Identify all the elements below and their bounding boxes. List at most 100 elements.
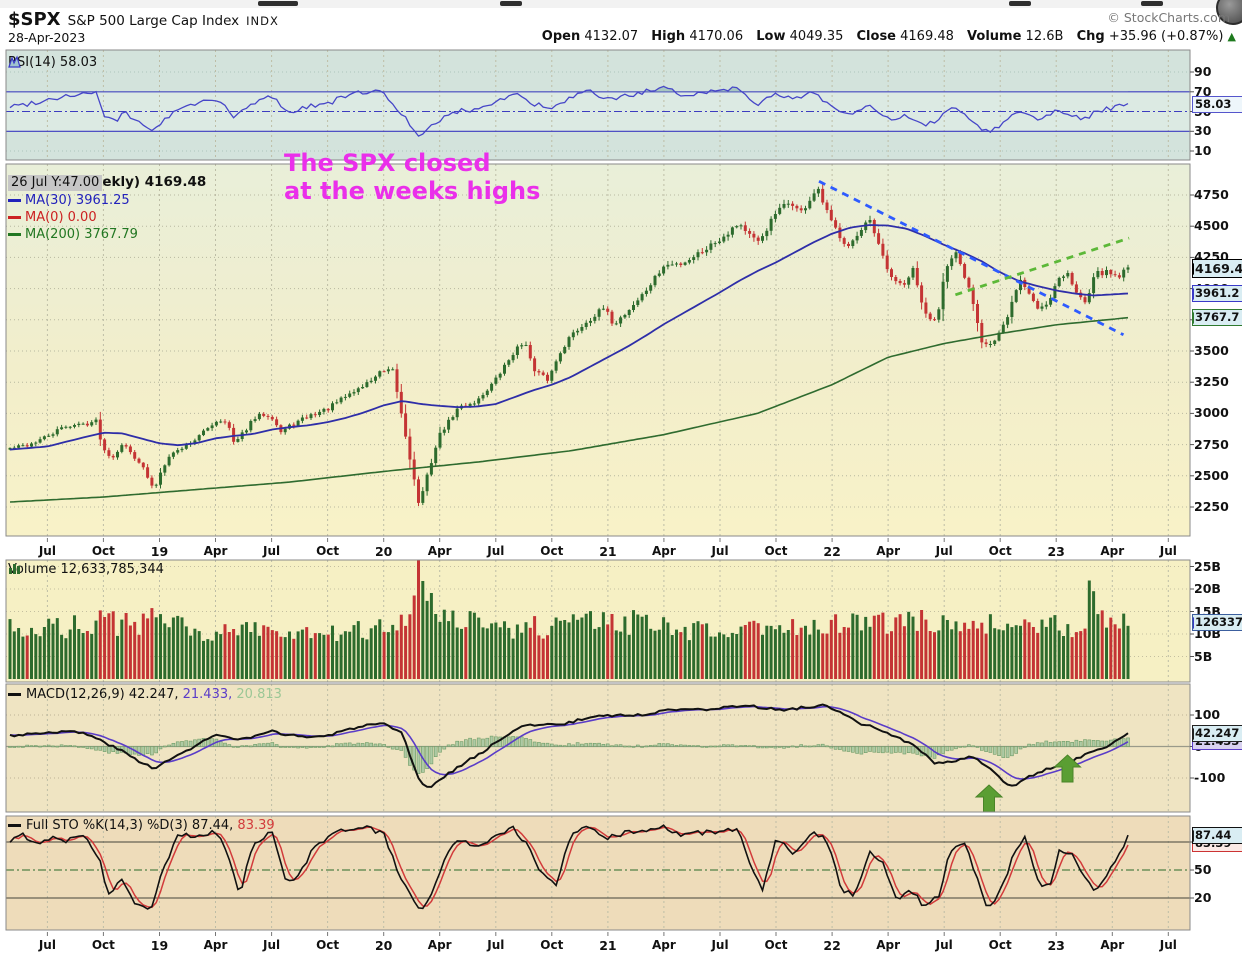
date-axis-label: Jul bbox=[263, 544, 281, 558]
axis-tick-label: 3000 bbox=[1194, 405, 1229, 421]
axis-tick-label: 10 bbox=[1194, 143, 1212, 158]
axis-tick-label: 5B bbox=[1194, 648, 1213, 664]
open-label: Open bbox=[541, 29, 581, 44]
axis-tick-label: 90 bbox=[1194, 64, 1212, 79]
scrollbar-thumb-fragment[interactable] bbox=[1141, 1, 1163, 6]
browser-scrollbar-fragment[interactable] bbox=[0, 0, 1242, 8]
low-value: 4049.35 bbox=[789, 29, 844, 44]
date-axis-label: 23 bbox=[1047, 544, 1065, 559]
macd-histogram bbox=[8, 735, 1130, 775]
volume-bars bbox=[8, 560, 1130, 679]
sto-legend: Full STO %K(14,3) %D(3) 87.44, 83.39 bbox=[8, 818, 275, 833]
close-value: 4169.48 bbox=[900, 29, 954, 44]
sto-line-swatch bbox=[8, 824, 21, 827]
date-axis-label: Apr bbox=[1100, 544, 1125, 558]
copyright: © StockCharts.com bbox=[1107, 10, 1230, 25]
axis-tick-label: 4750 bbox=[1194, 187, 1229, 202]
date-axis-label: 22 bbox=[823, 544, 841, 559]
date-axis-label: 21 bbox=[599, 544, 617, 559]
chg-value: +35.96 (+0.87%) bbox=[1108, 29, 1224, 44]
ma0-label: MA(0) 0.00 bbox=[25, 210, 97, 225]
scrollbar-thumb-fragment[interactable] bbox=[1009, 1, 1031, 6]
date-axis-label: Jul bbox=[38, 544, 56, 558]
axis-tick-label: 50 bbox=[1194, 862, 1212, 877]
annotation-line2: at the weeks highs bbox=[284, 177, 541, 205]
annotation-line1: The SPX closed bbox=[284, 149, 491, 177]
axis-tick-label: 20B bbox=[1194, 581, 1221, 596]
date-axis-label: Oct bbox=[988, 544, 1012, 558]
date-axis-label: Oct bbox=[988, 938, 1012, 952]
quote-bar: Open 4132.07 High 4170.06 Low 4049.35 Cl… bbox=[533, 29, 1236, 44]
date-axis-label: Jul bbox=[263, 938, 281, 952]
date-axis-label: 22 bbox=[823, 938, 841, 953]
date-axis-label: 20 bbox=[374, 938, 393, 953]
date-axis-label: Jul bbox=[711, 938, 729, 952]
open-value: 4132.07 bbox=[584, 29, 639, 44]
macd-legend-main: MACD(12,26,9) 42.247, bbox=[26, 687, 179, 702]
date-axis-label: Apr bbox=[427, 938, 452, 952]
last-price-box: 4169.4 bbox=[1192, 259, 1242, 278]
volume-value: 12.6B bbox=[1025, 29, 1064, 44]
scrollbar-thumb-fragment[interactable] bbox=[258, 1, 298, 6]
date-axis-label: Oct bbox=[91, 544, 115, 558]
date-axis-label: Apr bbox=[427, 544, 452, 558]
symbol-name: S&P 500 Large Cap Index bbox=[67, 13, 240, 29]
date-axis-label: 23 bbox=[1047, 938, 1065, 953]
date-axis-label: Apr bbox=[203, 938, 228, 952]
axis-tick-label: 4500 bbox=[1194, 218, 1229, 234]
date-axis-label: Oct bbox=[316, 544, 340, 558]
axis-tick-label: 2250 bbox=[1194, 498, 1229, 514]
axis-tick-label: 3500 bbox=[1194, 342, 1229, 358]
axis-tick-label: 30 bbox=[1194, 123, 1212, 139]
date-axis-label: Jul bbox=[935, 544, 953, 558]
date-axis-label: Oct bbox=[540, 938, 564, 952]
rsi-value-box: 58.03 bbox=[1192, 96, 1242, 113]
date-axis-label: Jul bbox=[711, 544, 729, 558]
date-axis-label: Oct bbox=[91, 938, 115, 952]
axis-tick-label: 2500 bbox=[1194, 467, 1229, 483]
date-axis-label: Apr bbox=[876, 544, 900, 558]
ma30-swatch bbox=[8, 199, 21, 202]
candles bbox=[8, 183, 1130, 506]
volume-label: Volume bbox=[967, 29, 1022, 44]
date-axis-label: Jul bbox=[1159, 544, 1177, 558]
axis-tick-label: 100 bbox=[1194, 707, 1221, 722]
symbol: $SPX bbox=[8, 9, 61, 30]
exchange-label: INDX bbox=[246, 14, 279, 28]
date-axis-label: 21 bbox=[599, 938, 617, 953]
axis-tick-label: 25B bbox=[1194, 558, 1221, 574]
macd-legend-signal: 21.433, bbox=[182, 687, 233, 702]
date-axis-label: Jul bbox=[935, 938, 953, 952]
ma200-value-box: 3767.7 bbox=[1192, 309, 1242, 326]
macd-legend-hist: 20.813 bbox=[236, 687, 282, 702]
date-axis-label: Apr bbox=[651, 544, 676, 558]
green-up-arrow bbox=[1053, 754, 1082, 783]
high-value: 4170.06 bbox=[689, 29, 744, 44]
date-axis-label: 20 bbox=[374, 544, 393, 559]
chart-date: 28-Apr-2023 bbox=[8, 30, 86, 45]
date-axis-label: Oct bbox=[316, 938, 340, 952]
low-label: Low bbox=[756, 29, 786, 44]
date-axis-label: Apr bbox=[651, 938, 676, 952]
user-annotation-text: The SPX closed at the weeks highs bbox=[284, 149, 540, 205]
macd-legend: MACD(12,26,9) 42.247, 21.433, 20.813 bbox=[8, 687, 282, 702]
date-axis-label: Jul bbox=[487, 544, 505, 558]
volume-value-box: 126337 bbox=[1192, 614, 1242, 631]
date-axis-label: 19 bbox=[150, 938, 169, 953]
ma200-swatch bbox=[8, 233, 21, 236]
date-axis-label: Oct bbox=[540, 544, 564, 558]
sto-legend-d: 83.39 bbox=[237, 818, 275, 833]
rsi-legend: RSI(14) 58.03 bbox=[8, 55, 97, 70]
axis-tick-label: 2750 bbox=[1194, 436, 1229, 452]
rsi-area-icon bbox=[8, 55, 21, 68]
scrollbar-thumb-fragment[interactable] bbox=[500, 1, 522, 6]
macd-line-swatch bbox=[8, 693, 21, 696]
blue-descending-dashed-resistance bbox=[818, 180, 1125, 337]
volume-legend-text: Volume 12,633,785,344 bbox=[8, 562, 164, 577]
ma30-label: MA(30) 3961.25 bbox=[25, 193, 130, 208]
green-ascending-dashed-support bbox=[954, 236, 1130, 297]
series-label-suffix: ekly) 4169.48 bbox=[102, 174, 207, 190]
sto-legend-main: Full STO %K(14,3) %D(3) 87.44, bbox=[26, 818, 234, 833]
